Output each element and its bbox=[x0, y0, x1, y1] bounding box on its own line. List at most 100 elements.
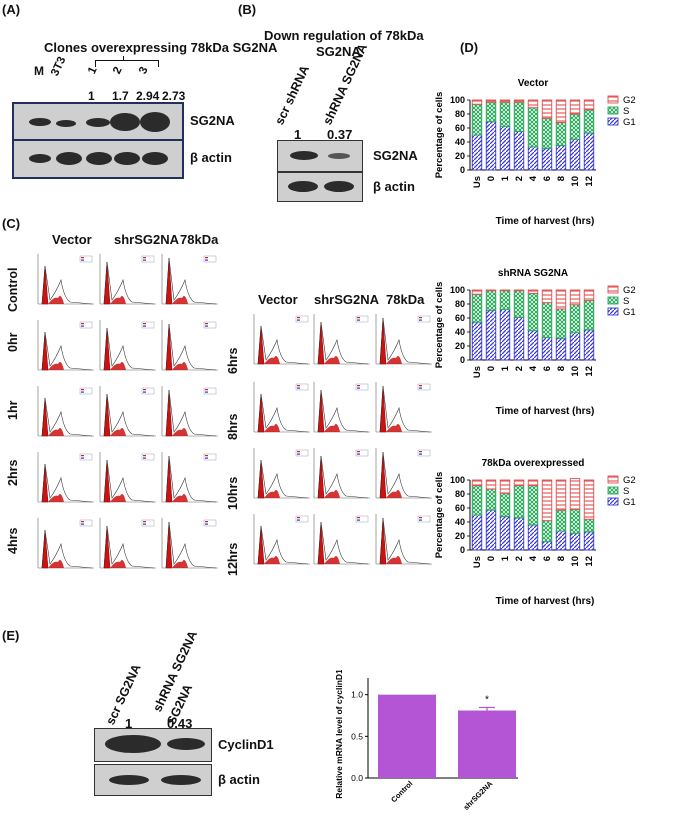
blot-e-cyclind1 bbox=[94, 728, 212, 762]
x-tick-label: Us bbox=[472, 366, 483, 378]
bar-s bbox=[485, 101, 497, 123]
bar-g2 bbox=[499, 99, 511, 103]
flow-histogram bbox=[250, 380, 312, 438]
legend-label-g1: G1 bbox=[623, 307, 636, 318]
value-e-1: 1 bbox=[125, 716, 133, 731]
bar-g2 bbox=[583, 289, 595, 301]
bar-s bbox=[527, 293, 539, 332]
y-tick-label: 0 bbox=[460, 355, 465, 365]
bar-g2 bbox=[471, 289, 483, 295]
mrna-y-tick: 0.0 bbox=[351, 773, 363, 783]
value-a-2: 1.7 bbox=[112, 89, 129, 103]
bar-g1 bbox=[541, 337, 553, 361]
y-tick-label: 40 bbox=[455, 137, 465, 147]
bar-g2 bbox=[471, 479, 483, 487]
row-label-1hr: 1hr bbox=[6, 400, 20, 420]
bar-g1 bbox=[569, 138, 581, 171]
bar-g1 bbox=[541, 147, 553, 171]
col-header-shrsg2na: shrSG2NA bbox=[114, 232, 180, 247]
bar-s bbox=[569, 304, 581, 334]
bar-g2 bbox=[485, 99, 497, 103]
chart-xlabel: Time of harvest (hrs) bbox=[496, 596, 595, 607]
bar-g2 bbox=[569, 478, 581, 510]
bar-g1 bbox=[485, 121, 497, 171]
flow-histogram bbox=[310, 446, 372, 504]
x-tick-label: 1 bbox=[500, 175, 511, 181]
flow-histogram bbox=[372, 312, 434, 370]
bar-g2 bbox=[583, 99, 595, 111]
legend-swatch-g2 bbox=[607, 95, 619, 104]
bar-g1 bbox=[583, 531, 595, 551]
bar-g1 bbox=[471, 514, 483, 551]
value-e-2: 0.43 bbox=[167, 716, 193, 731]
x-tick-label: 10 bbox=[570, 366, 581, 377]
x-tick-label: Us bbox=[472, 176, 483, 188]
bar-s bbox=[555, 308, 567, 339]
bar-g2 bbox=[583, 479, 595, 520]
mrna-y-tick: 1.0 bbox=[351, 690, 363, 700]
lane-label-3t3: 3T3 bbox=[49, 54, 69, 78]
x-tick-label: 12 bbox=[584, 366, 595, 377]
bar-s bbox=[541, 520, 553, 543]
y-tick-label: 80 bbox=[455, 109, 465, 119]
flow-histogram bbox=[34, 516, 96, 574]
x-tick-label: 6 bbox=[542, 556, 553, 561]
row-label-4hrs: 4hrs bbox=[6, 527, 20, 554]
bar-g2 bbox=[485, 479, 497, 490]
mrna-bar-chart: Relative mRNA level of cyclinD1 0.0 0.5 1.0… bbox=[334, 670, 518, 812]
bar-g1 bbox=[569, 532, 581, 551]
x-tick-label: 2 bbox=[514, 556, 525, 561]
panel-b-title-1: Down regulation of 78kDa bbox=[264, 28, 424, 43]
bar-s bbox=[541, 302, 553, 339]
y-tick-label: 100 bbox=[450, 95, 465, 105]
bar-g2 bbox=[555, 479, 567, 511]
blot-a-actin bbox=[12, 139, 184, 179]
legend-label-s: S bbox=[623, 486, 629, 497]
panel-label-a: (A) bbox=[2, 2, 21, 17]
chart-ylabel: Percentage of cells bbox=[434, 282, 445, 369]
legend-label-s: S bbox=[623, 296, 629, 307]
blot-a-label-sg2na: SG2NA bbox=[190, 113, 235, 128]
chart-ylabel: Percentage of cells bbox=[434, 472, 445, 559]
bar-g2 bbox=[541, 99, 553, 119]
row-label-0hr: 0hr bbox=[6, 332, 20, 352]
x-tick-label: 2 bbox=[514, 176, 525, 181]
bar-s bbox=[583, 109, 595, 134]
x-tick-label: 0 bbox=[486, 556, 497, 561]
bar-g1 bbox=[513, 131, 525, 171]
bar-s bbox=[527, 107, 539, 148]
bar-s bbox=[555, 121, 567, 146]
bar-s bbox=[513, 485, 525, 519]
y-tick-label: 40 bbox=[455, 517, 465, 527]
flow-histogram bbox=[96, 318, 158, 376]
bar-g2 bbox=[569, 289, 581, 306]
bar-g1 bbox=[499, 515, 511, 551]
bar-g1 bbox=[513, 517, 525, 551]
flow-histogram bbox=[96, 252, 158, 310]
row-label-8hrs: 8hrs bbox=[226, 413, 240, 440]
flow-histogram bbox=[96, 450, 158, 508]
bar-s bbox=[485, 488, 497, 511]
y-tick-label: 0 bbox=[460, 545, 465, 555]
row-label-10hrs: 10hrs bbox=[226, 476, 240, 510]
col-header-vector: Vector bbox=[52, 232, 92, 247]
flow-histogram bbox=[96, 384, 158, 442]
bar-g2 bbox=[569, 99, 581, 115]
flow-histogram bbox=[372, 380, 434, 438]
y-tick-label: 20 bbox=[455, 151, 465, 161]
x-tick-label: 8 bbox=[556, 176, 567, 181]
lane-label-scr-shrna: scr shRNA bbox=[272, 63, 313, 127]
bar-g2 bbox=[527, 289, 539, 294]
bar-g1 bbox=[527, 330, 539, 361]
flow-histogram bbox=[250, 512, 312, 570]
bar-g1 bbox=[471, 321, 483, 361]
flow-histogram bbox=[34, 318, 96, 376]
flow-histogram bbox=[158, 516, 220, 574]
flow-histogram bbox=[34, 252, 96, 310]
lane-label-m: M bbox=[34, 64, 44, 78]
bar-g1 bbox=[527, 146, 539, 171]
bar-g1 bbox=[499, 126, 511, 171]
bar-g2 bbox=[499, 289, 511, 292]
bar-s bbox=[471, 103, 483, 136]
